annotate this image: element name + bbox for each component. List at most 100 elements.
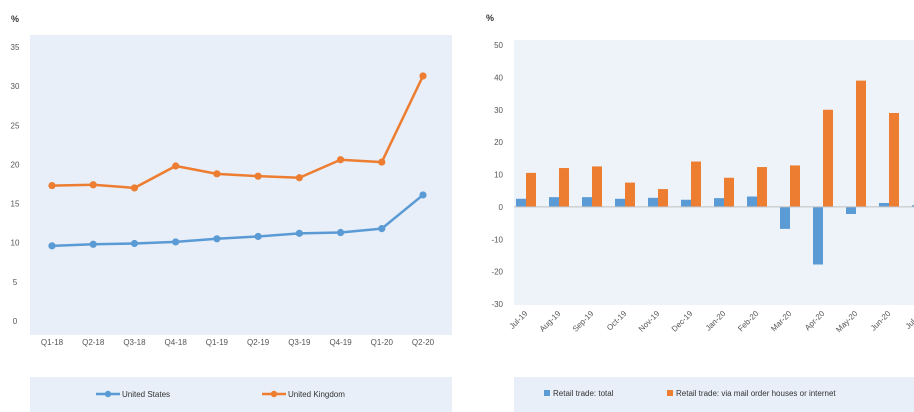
x-tick-label: Q2-20 [412,338,435,347]
x-tick-label: Q4-19 [329,338,352,347]
x-tick-label: Apr-20 [803,309,827,333]
data-point [378,158,386,166]
legend-swatch [544,390,550,396]
bar-mail-order [691,161,701,207]
x-tick-label: Q3-18 [123,338,146,347]
bar-total [912,205,914,207]
bar-total [780,206,790,229]
bar-total [549,197,559,207]
bar-mail-order [889,112,899,207]
y-tick-label: 0 [499,203,504,212]
y-tick-label: 35 [11,43,20,52]
bar-mail-order [526,172,536,207]
x-tick-label: Aug-19 [538,309,563,334]
data-point [213,235,221,243]
data-point [295,229,303,237]
y-tick-label: 0 [13,317,18,326]
bar-total [648,197,658,207]
x-tick-label: Q2-19 [247,338,270,347]
x-tick-label: May-20 [834,309,860,335]
series-line-1 [51,193,424,248]
bar-total [615,198,625,207]
legend-box [514,377,914,412]
x-tick-label: Sep-19 [571,309,596,334]
data-point [48,242,56,250]
y-tick-label: 10 [11,239,20,248]
x-tick-label: Feb-20 [736,309,761,334]
x-tick-label: Jan-20 [704,309,728,333]
data-point [89,181,97,189]
data-point [130,239,139,248]
y-tick-label: 50 [494,41,503,50]
data-point [254,172,262,180]
x-tick-label: Q3-19 [288,338,311,347]
y-tick-label: -20 [491,268,503,277]
bar-mail-order [856,80,866,207]
data-point [378,225,386,233]
bar-mail-order [790,165,800,207]
y-tick-label: 20 [11,160,20,169]
data-point [172,162,180,170]
bar-total [747,196,757,207]
x-tick-label: Jul-20 [904,309,914,331]
bar-mail-order [823,109,833,207]
data-point [419,191,427,199]
x-tick-label: Q2-18 [82,338,105,347]
bar-mail-order [625,182,635,207]
x-tick-label: Q1-19 [206,338,229,347]
bar-chart: % -30 -20 -10 0 10 20 30 40 50 Jul-19 Aug-19 Sep-19 O… [486,13,914,412]
x-tick-label: Q4-18 [165,338,188,347]
x-tick-label: Jun-20 [869,309,893,333]
legend-label: Retail trade: via mail order houses or i… [676,389,836,398]
bar-mail-order [559,168,569,207]
y-unit-label: % [486,13,494,23]
y-tick-label: 15 [11,200,20,209]
data-point [336,228,345,237]
data-point [48,181,56,190]
legend-label: Retail trade: total [553,389,614,398]
bar-mail-order [592,166,602,207]
bar-mail-order [724,177,734,207]
x-tick-label: Dec-19 [670,309,695,334]
legend-swatch [667,390,673,396]
x-tick-label: Q1-20 [371,338,394,347]
data-point [130,184,139,192]
y-tick-label: 5 [13,278,18,287]
line-chart-panel: % 0 5 10 15 20 25 30 35 Q1-18 Q2-18 Q3-18 Q4-18 Q1-19… [0,0,452,412]
legend-marker [270,390,278,398]
legend-box [30,377,452,412]
bar-total [714,198,724,207]
x-tick-label: Nov-19 [637,309,662,334]
x-tick-label: Jul-19 [508,309,530,331]
data-point [172,238,180,246]
data-point [254,232,262,241]
bar-total [879,202,889,207]
y-unit-label: % [11,14,19,24]
y-tick-label: 10 [494,171,503,180]
y-tick-label: 25 [11,121,20,130]
x-tick-label: Q1-18 [41,338,64,347]
x-tick-label: Oct-19 [605,309,629,333]
y-tick-label: 30 [11,82,20,91]
legend-marker [104,390,112,398]
data-point [336,156,345,164]
y-tick-label: -30 [491,300,503,309]
data-point [89,240,97,248]
bar-mail-order [757,167,767,207]
data-point [213,170,221,178]
plot-area [514,40,914,305]
y-tick-label: 40 [494,73,503,82]
bar-total [516,198,526,207]
line-chart: % 0 5 10 15 20 25 30 35 Q1-18 Q2-18 Q3-18 Q4-18 Q1-19… [11,14,452,412]
y-tick-label: 20 [494,138,503,147]
data-point [295,174,303,182]
data-point [419,72,427,80]
x-tick-label: Mar-20 [769,309,794,334]
bar-total [681,199,691,207]
bar-total [582,197,592,207]
bar-chart-panel: % -30 -20 -10 0 10 20 30 40 50 Jul-19 Aug-19 Sep-19 O… [474,0,914,412]
y-tick-label: 30 [494,106,503,115]
series-line-2 [51,75,425,190]
bar-total [813,206,823,265]
